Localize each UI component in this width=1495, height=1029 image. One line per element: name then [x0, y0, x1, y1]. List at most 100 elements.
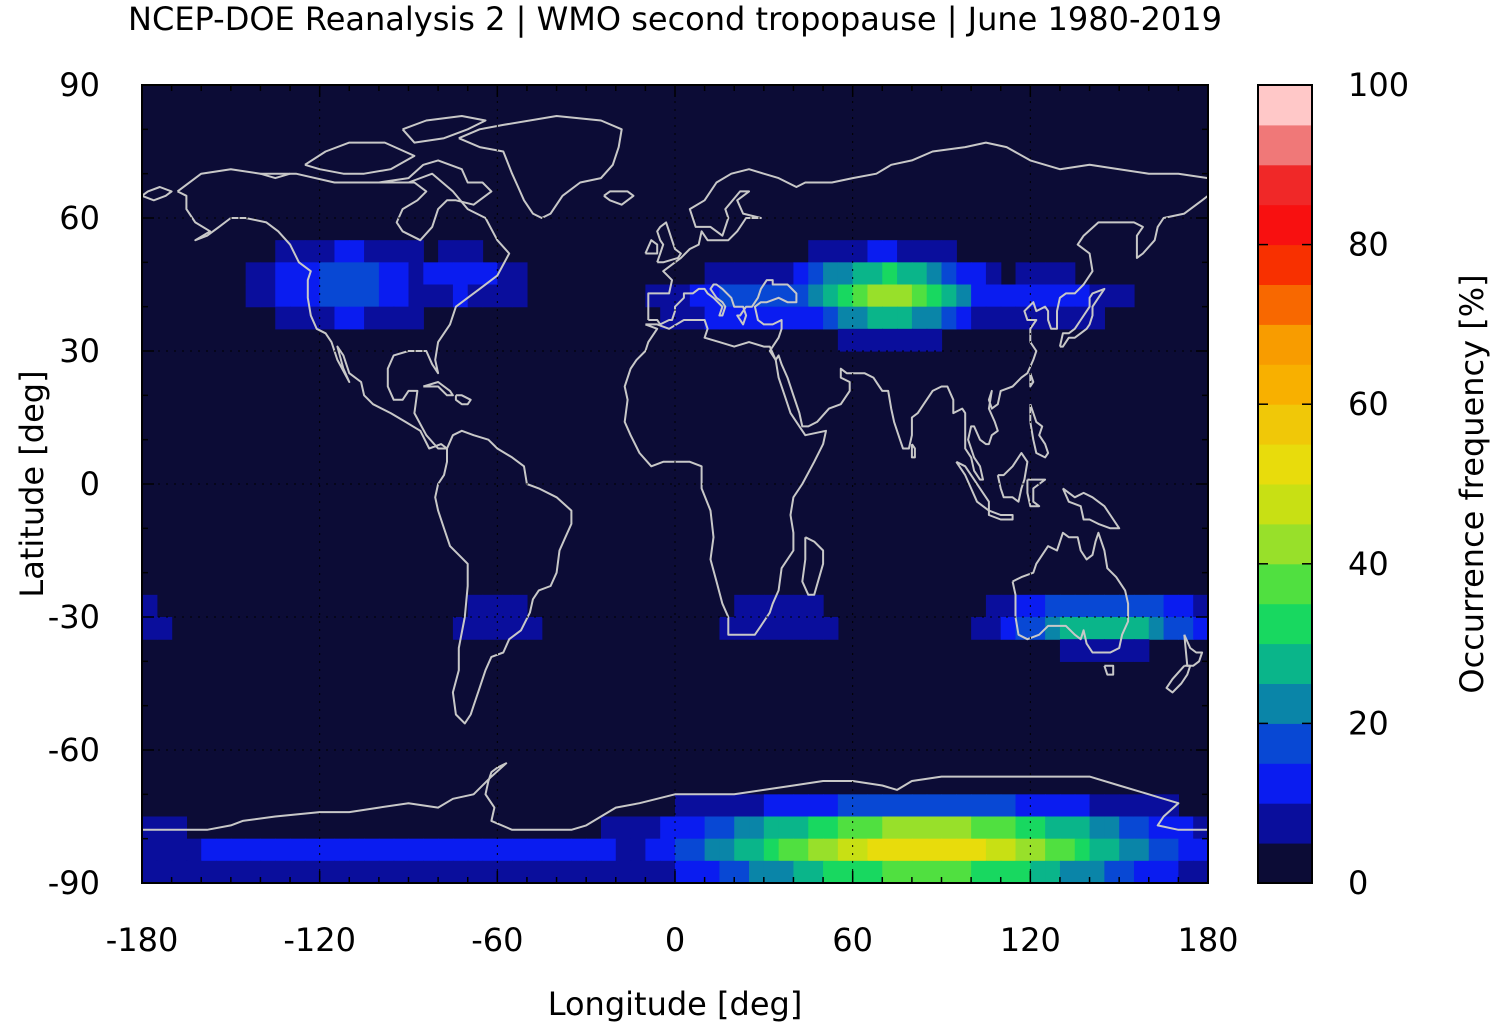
frequency-cell [763, 306, 780, 330]
frequency-cell [526, 838, 543, 862]
frequency-cell [156, 838, 173, 862]
y-tick-label: 30 [59, 332, 100, 370]
frequency-cell [349, 240, 365, 263]
frequency-cell [734, 838, 750, 862]
frequency-cell [749, 262, 765, 286]
frequency-cell [941, 816, 957, 840]
frequency-cell [615, 816, 632, 840]
frequency-cell [808, 838, 824, 862]
frequency-cell [1163, 860, 1179, 883]
frequency-cell [926, 328, 943, 352]
colorbar-level [1258, 484, 1312, 525]
frequency-cell [837, 816, 854, 840]
frequency-cell [985, 594, 1002, 618]
frequency-cell [719, 262, 735, 286]
frequency-cell [660, 838, 676, 862]
grid-lines [142, 85, 1208, 883]
frequency-cell [571, 860, 587, 883]
frequency-cell [852, 328, 869, 352]
frequency-cell [1089, 639, 1105, 662]
frequency-cell [1059, 639, 1076, 662]
frequency-cell [1059, 594, 1076, 618]
frequency-cell [985, 617, 1002, 640]
frequency-cell [808, 816, 824, 840]
frequency-cell [1104, 838, 1120, 862]
frequency-cell [275, 284, 291, 308]
frequency-cell [1178, 594, 1194, 618]
frequency-cell [364, 262, 380, 286]
colorbar-level [1258, 763, 1312, 804]
frequency-cell [645, 816, 661, 840]
frequency-cell [423, 284, 439, 308]
colorbar-level [1258, 683, 1312, 724]
frequency-cell [482, 594, 498, 618]
frequency-cell [852, 794, 869, 818]
frequency-cell [778, 594, 795, 618]
frequency-cell [142, 838, 158, 862]
frequency-cell [230, 860, 247, 883]
frequency-cell [1148, 860, 1165, 883]
frequency-cell [364, 860, 380, 883]
frequency-cell [438, 240, 454, 263]
frequency-cell [378, 838, 395, 862]
frequency-cell [867, 306, 883, 330]
frequency-cell [1074, 794, 1091, 818]
frequency-cell [689, 284, 706, 308]
frequency-cell [926, 816, 943, 840]
frequency-cell [956, 838, 972, 862]
frequency-cell [452, 262, 469, 286]
frequency-cell [911, 240, 928, 263]
frequency-cell [778, 838, 795, 862]
frequency-cell [763, 838, 780, 862]
frequency-cell [1015, 860, 1031, 883]
colorbar-tick-label: 100 [1348, 66, 1409, 104]
frequency-cell [142, 816, 158, 840]
frequency-cell [319, 306, 336, 330]
frequency-cell [852, 262, 869, 286]
frequency-cell [1104, 860, 1120, 883]
frequency-cell [882, 306, 898, 330]
frequency-cell [156, 816, 173, 840]
frequency-cell [749, 594, 765, 618]
frequency-cell [985, 794, 1002, 818]
frequency-cell [793, 617, 809, 640]
colorbar-level [1258, 563, 1312, 605]
colorbar-level [1258, 244, 1312, 285]
frequency-cell [837, 328, 854, 352]
frequency-cell [378, 306, 395, 330]
frequency-cell [704, 816, 721, 840]
frequency-cell [482, 838, 498, 862]
frequency-cell [719, 617, 735, 640]
frequency-cell [364, 284, 380, 308]
frequency-cell [882, 262, 898, 286]
frequency-cell [660, 284, 676, 308]
frequency-cell [1119, 284, 1135, 308]
y-axis-label: Latitude [deg] [13, 370, 51, 597]
frequency-cell [393, 838, 410, 862]
frequency-cell [275, 860, 291, 883]
frequency-cell [452, 860, 469, 883]
frequency-cell [808, 284, 824, 308]
colorbar-level [1258, 404, 1312, 445]
coastline [378, 159, 493, 242]
frequency-cell [290, 838, 306, 862]
frequency-cell [378, 284, 395, 308]
frequency-cell [586, 838, 602, 862]
frequency-cell [630, 838, 646, 862]
frequency-cell [1104, 617, 1120, 640]
frequency-cell [897, 794, 913, 818]
frequency-cell [852, 816, 869, 840]
frequency-cell [971, 816, 987, 840]
frequency-cell [438, 860, 454, 883]
frequency-cell [926, 240, 943, 263]
y-tick-label: -30 [48, 598, 100, 636]
frequency-cell [630, 860, 646, 883]
frequency-cell [793, 306, 809, 330]
frequency-cell [1089, 794, 1105, 818]
frequency-cell [156, 617, 173, 640]
frequency-cell [719, 794, 735, 818]
frequency-cell [349, 838, 365, 862]
frequency-cell [304, 240, 321, 263]
coastline [656, 221, 682, 264]
